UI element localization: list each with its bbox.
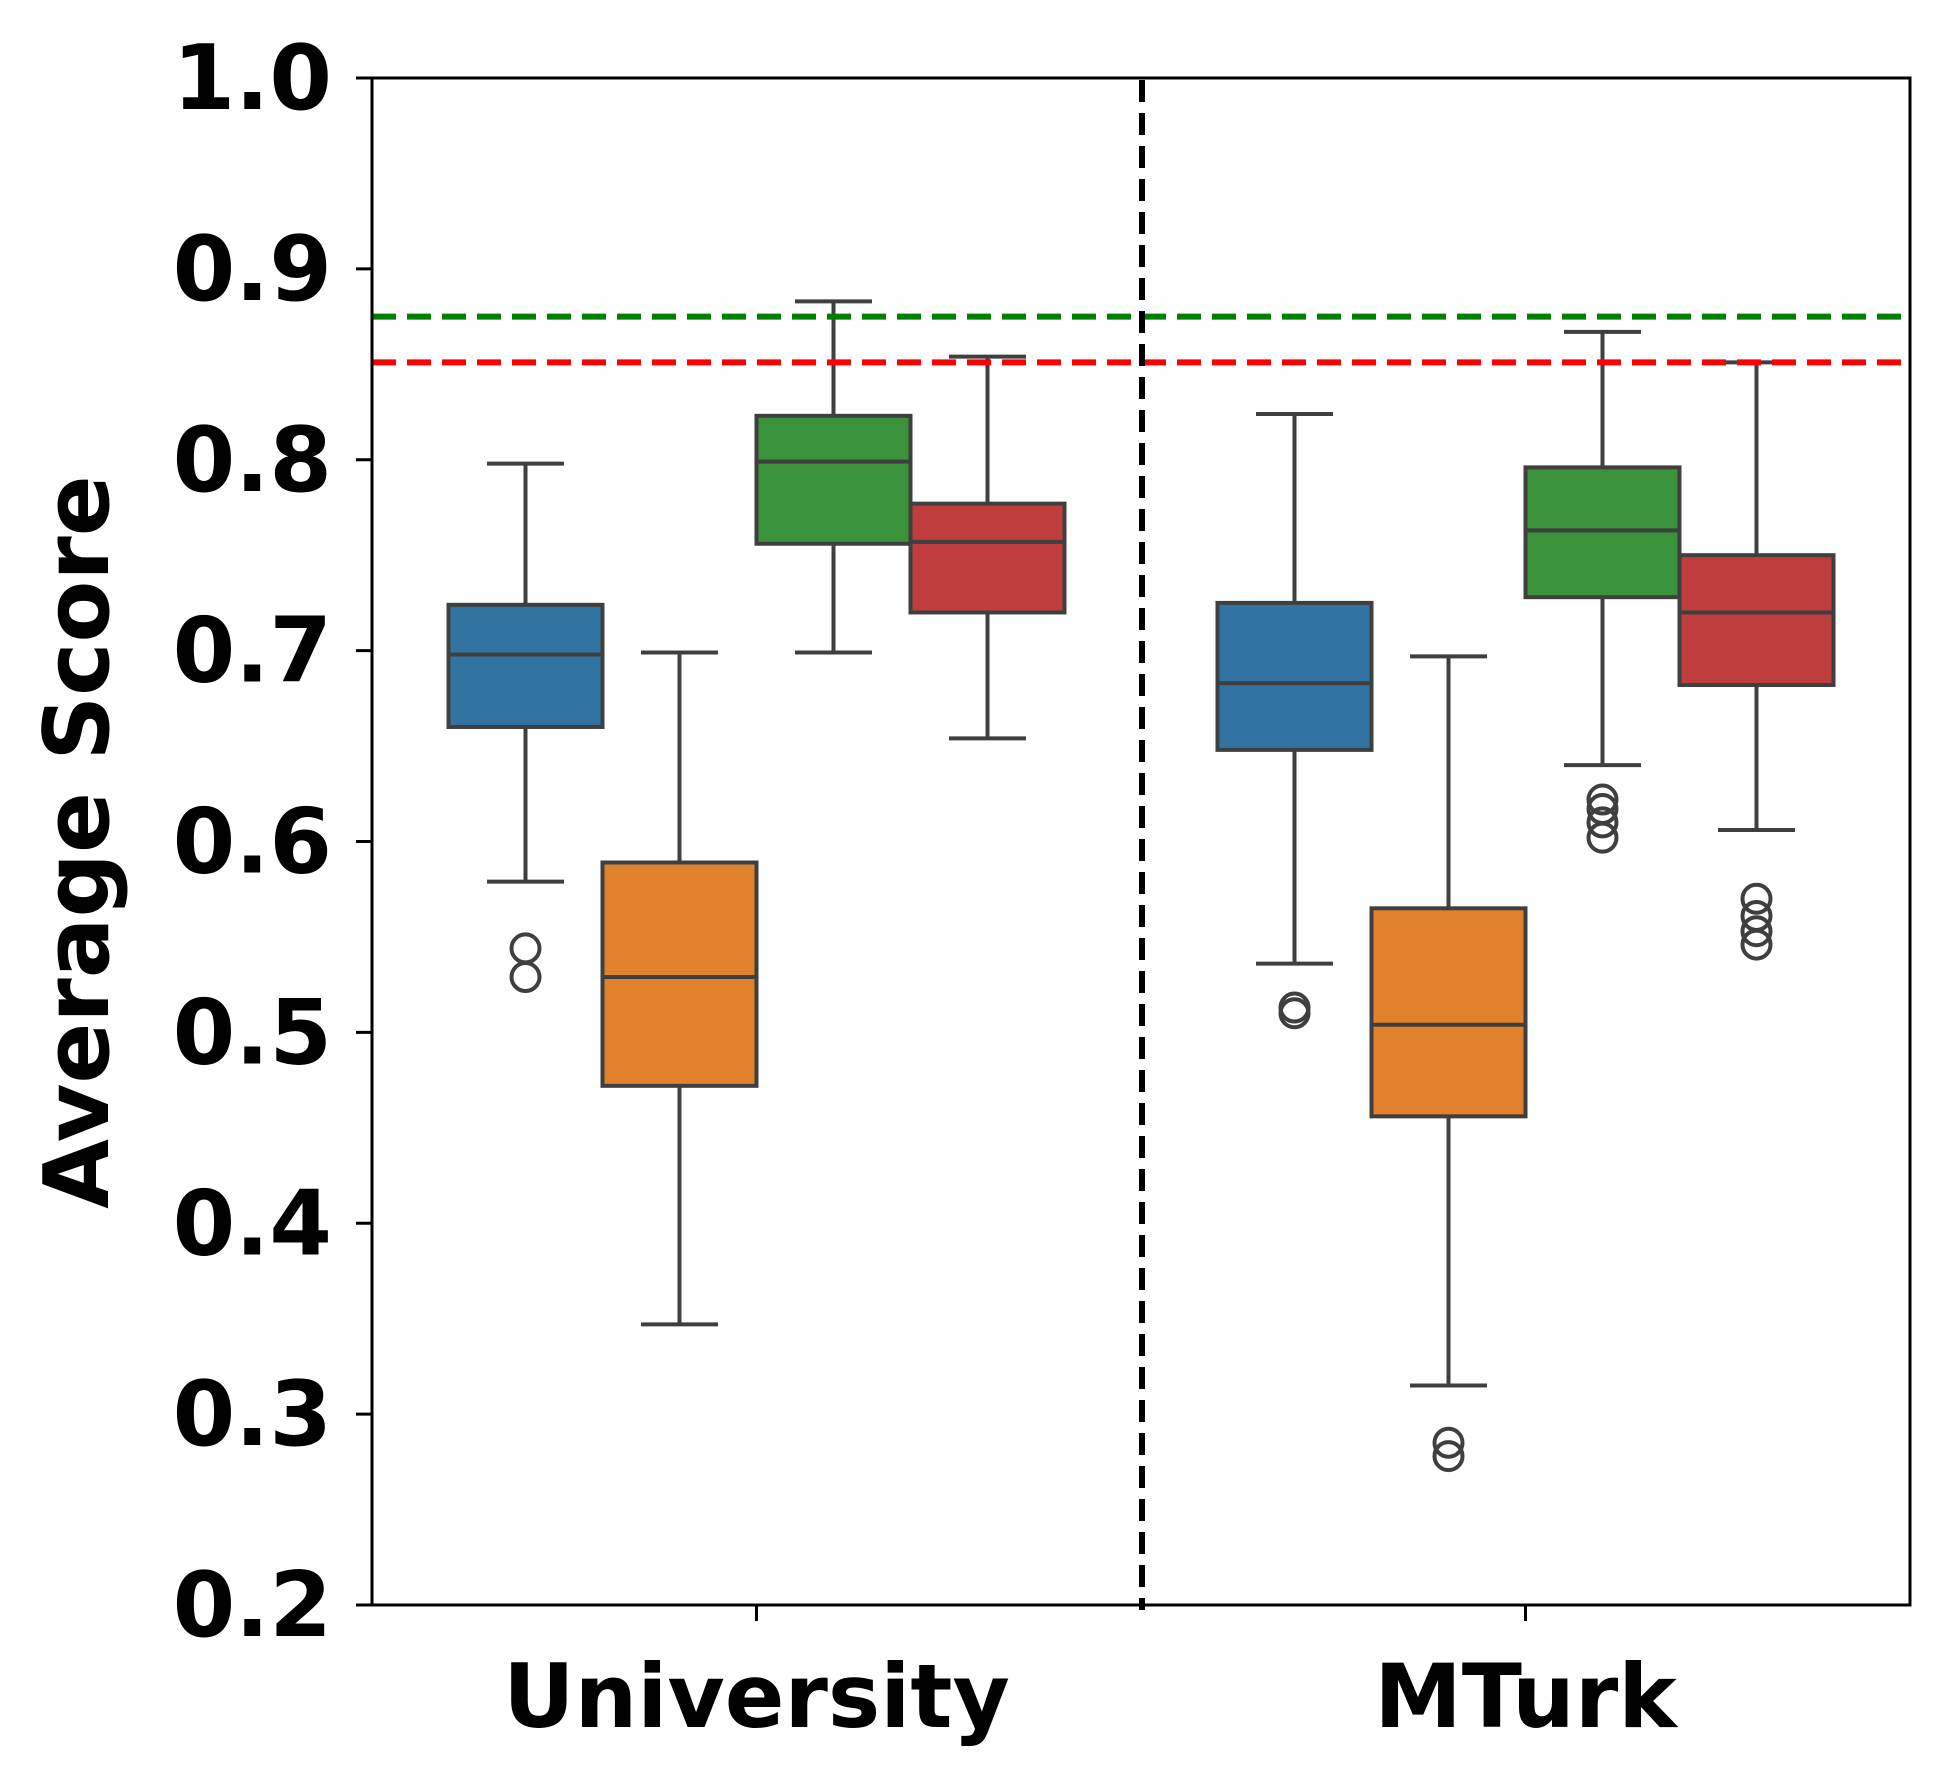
y-tick-label: 0.3 bbox=[173, 1362, 332, 1467]
box-mturk-3 bbox=[1677, 360, 1836, 961]
y-axis: 0.2 0.3 0.4 0.5 0.6 0.7 0.8 0.9 1.0 bbox=[173, 26, 372, 1658]
y-tick-label: 0.2 bbox=[173, 1553, 332, 1658]
x-category-label-university: University bbox=[503, 1645, 1010, 1748]
outlier-point bbox=[1586, 806, 1619, 839]
box-university-2 bbox=[754, 299, 913, 655]
y-tick-label: 0.4 bbox=[173, 1171, 332, 1276]
box-university-3 bbox=[908, 354, 1067, 741]
x-axis: University MTurk bbox=[503, 1605, 1679, 1748]
x-category-label-mturk: MTurk bbox=[1374, 1645, 1679, 1748]
box-iqr bbox=[1369, 906, 1528, 1119]
box-iqr bbox=[908, 501, 1067, 615]
outlier-point bbox=[509, 932, 542, 965]
outlier-point bbox=[1586, 783, 1619, 816]
outlier-point bbox=[509, 961, 542, 994]
y-axis-title: Average Score bbox=[25, 475, 130, 1209]
y-tick-label: 1.0 bbox=[173, 26, 332, 131]
box-mturk-2 bbox=[1523, 329, 1682, 854]
outlier-point bbox=[1278, 997, 1311, 1030]
y-tick-label: 0.8 bbox=[173, 408, 332, 513]
box-university-0 bbox=[446, 461, 605, 994]
reference-lines bbox=[372, 313, 1910, 366]
box-university-1 bbox=[600, 650, 759, 1327]
box-mturk-0 bbox=[1215, 411, 1374, 1030]
outlier-point bbox=[1586, 821, 1619, 854]
box-iqr bbox=[1215, 600, 1374, 752]
y-tick-label: 0.7 bbox=[173, 599, 332, 704]
box-iqr bbox=[600, 860, 759, 1088]
box-iqr bbox=[1677, 553, 1836, 687]
y-tick-label: 0.5 bbox=[173, 980, 332, 1085]
outlier-point bbox=[1432, 1426, 1465, 1459]
outlier-point bbox=[1740, 915, 1773, 948]
y-tick-label: 0.6 bbox=[173, 790, 332, 895]
plot-content bbox=[446, 299, 1836, 1473]
outlier-point bbox=[1432, 1440, 1465, 1473]
box-mturk-1 bbox=[1369, 654, 1528, 1473]
outlier-point bbox=[1740, 928, 1773, 961]
y-tick-label: 0.9 bbox=[173, 217, 332, 322]
box-iqr bbox=[754, 413, 913, 546]
outlier-point bbox=[1740, 882, 1773, 915]
box-iqr bbox=[446, 602, 605, 729]
